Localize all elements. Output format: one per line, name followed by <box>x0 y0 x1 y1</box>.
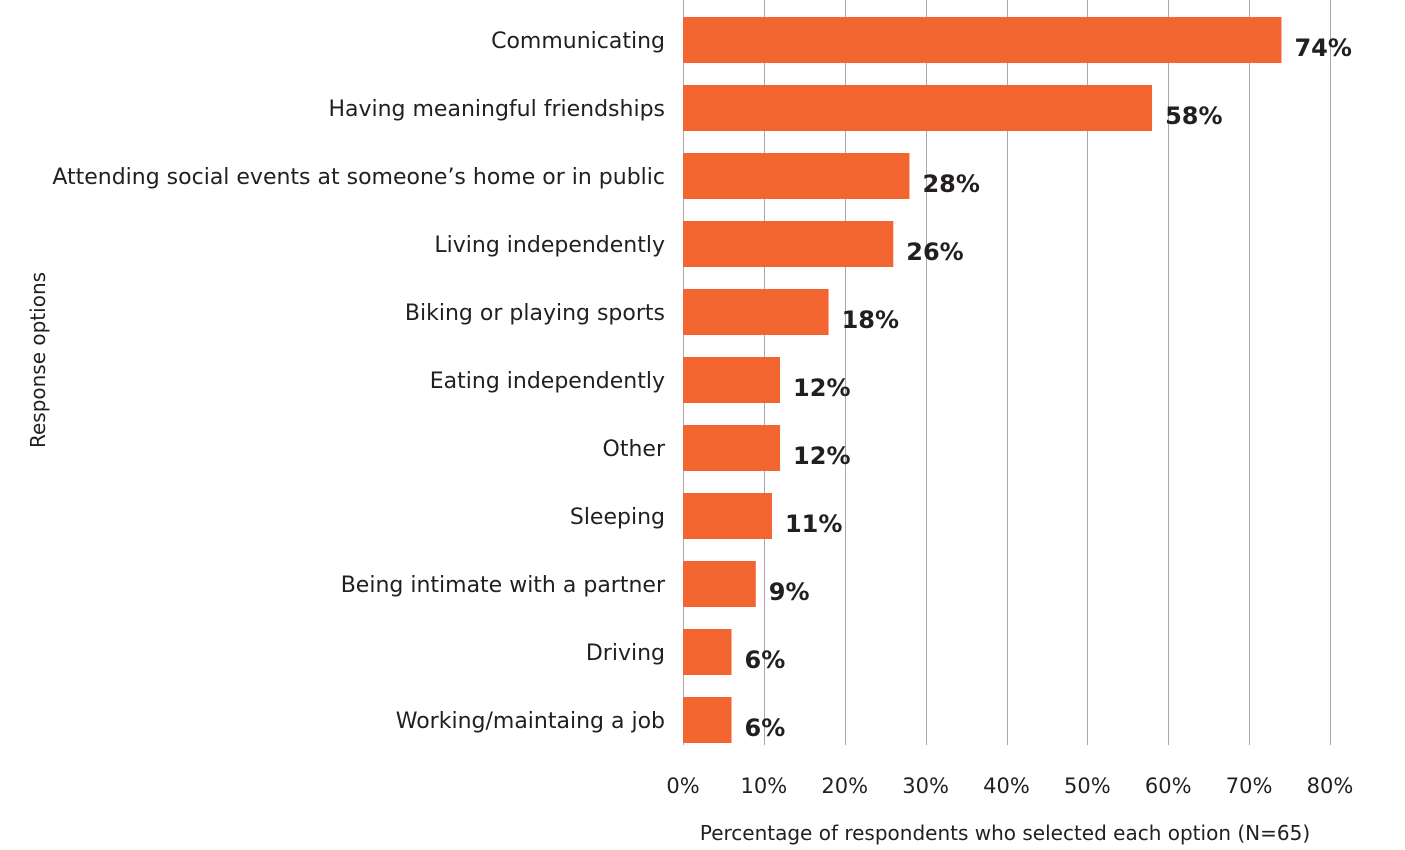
value-label: 12% <box>793 374 850 402</box>
bar <box>683 221 894 267</box>
category-label: Driving <box>586 641 665 666</box>
x-axis-title: Percentage of respondents who selected e… <box>700 821 1310 845</box>
bar <box>683 629 732 675</box>
bar <box>683 85 1153 131</box>
value-label: 26% <box>906 238 963 266</box>
value-label: 58% <box>1165 102 1222 130</box>
bar <box>683 697 732 743</box>
category-label: Communicating <box>491 29 665 54</box>
bar <box>683 357 781 403</box>
value-label: 9% <box>769 578 810 606</box>
category-labels: Communicating Having meaningful friendshi… <box>52 29 666 734</box>
bar <box>683 493 772 539</box>
value-label: 11% <box>785 510 842 538</box>
category-label: Having meaningful friendships <box>328 97 665 122</box>
category-label: Eating independently <box>430 369 665 394</box>
x-tick-label: 70% <box>1226 774 1273 798</box>
x-tick-label: 80% <box>1307 774 1354 798</box>
category-label: Attending social events at someone’s hom… <box>52 165 665 190</box>
x-tick-label: 20% <box>821 774 868 798</box>
value-labels: 74% 58% 28% 26% 18% 12% 12% 11% 9% 6% 6% <box>745 34 1352 742</box>
category-label: Sleeping <box>570 505 665 530</box>
y-axis-title: Response options <box>26 272 50 448</box>
category-label: Living independently <box>434 233 665 258</box>
x-tick-label: 50% <box>1064 774 1111 798</box>
bar <box>683 17 1282 63</box>
x-tick-label: 0% <box>666 774 699 798</box>
value-label: 6% <box>745 646 786 674</box>
value-label: 12% <box>793 442 850 470</box>
bar <box>683 153 910 199</box>
x-tick-label: 10% <box>741 774 788 798</box>
x-tick-label: 30% <box>902 774 949 798</box>
value-label: 74% <box>1294 34 1351 62</box>
category-label: Working/maintaing a job <box>396 709 665 734</box>
value-label: 18% <box>842 306 899 334</box>
category-label: Being intimate with a partner <box>341 573 666 598</box>
category-label: Biking or playing sports <box>405 301 665 326</box>
x-tick-labels: 0% 10% 20% 30% 40% 50% 60% 70% 80% <box>666 774 1353 798</box>
value-label: 28% <box>922 170 979 198</box>
bar <box>683 561 756 607</box>
bars <box>683 17 1282 743</box>
bar <box>683 289 829 335</box>
x-tick-label: 40% <box>983 774 1030 798</box>
bar <box>683 425 781 471</box>
x-tick-label: 60% <box>1145 774 1192 798</box>
category-label: Other <box>603 437 666 462</box>
value-label: 6% <box>745 714 786 742</box>
